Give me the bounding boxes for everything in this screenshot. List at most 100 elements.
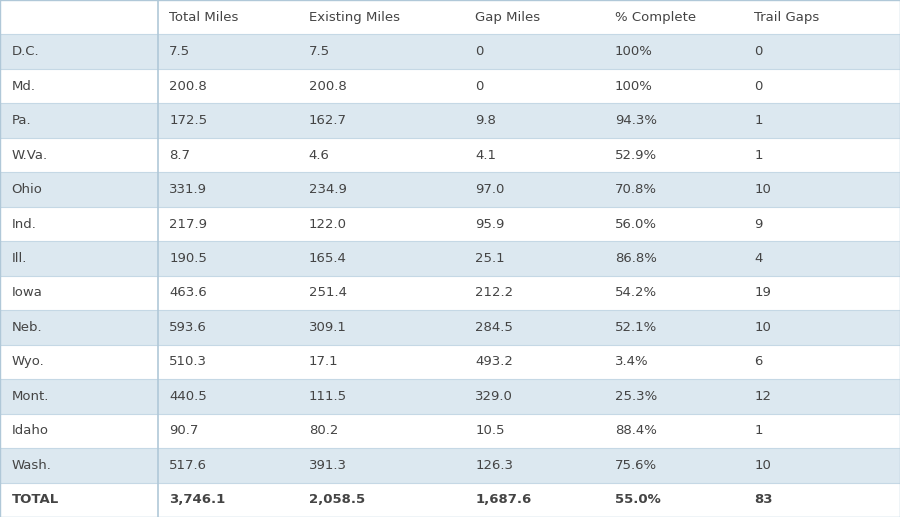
Text: 80.2: 80.2: [309, 424, 338, 437]
Bar: [0, 172, 900, 207]
Text: 212.2: 212.2: [475, 286, 513, 299]
Bar: [0, 138, 900, 172]
Text: 3,746.1: 3,746.1: [169, 493, 225, 506]
Text: Ill.: Ill.: [12, 252, 27, 265]
Text: Iowa: Iowa: [12, 286, 42, 299]
Text: 1: 1: [754, 148, 762, 162]
Text: 165.4: 165.4: [309, 252, 346, 265]
Text: 100%: 100%: [615, 80, 652, 93]
Text: Total Miles: Total Miles: [169, 11, 238, 24]
Text: 122.0: 122.0: [309, 218, 346, 231]
Text: 4.1: 4.1: [475, 148, 496, 162]
Bar: [0, 414, 900, 448]
Text: 4: 4: [754, 252, 762, 265]
Text: 331.9: 331.9: [169, 183, 207, 196]
Text: 52.9%: 52.9%: [615, 148, 657, 162]
Text: 8.7: 8.7: [169, 148, 190, 162]
Text: 90.7: 90.7: [169, 424, 199, 437]
Text: 593.6: 593.6: [169, 321, 207, 334]
Text: 100%: 100%: [615, 45, 652, 58]
Text: 284.5: 284.5: [475, 321, 513, 334]
Text: 440.5: 440.5: [169, 390, 207, 403]
Text: 251.4: 251.4: [309, 286, 346, 299]
Bar: [0, 207, 900, 241]
Text: 9.8: 9.8: [475, 114, 496, 127]
Text: Md.: Md.: [12, 80, 36, 93]
Text: 234.9: 234.9: [309, 183, 346, 196]
Text: Gap Miles: Gap Miles: [475, 11, 540, 24]
Text: % Complete: % Complete: [615, 11, 696, 24]
Text: 25.3%: 25.3%: [615, 390, 657, 403]
Text: 97.0: 97.0: [475, 183, 505, 196]
Text: 55.0%: 55.0%: [615, 493, 661, 506]
Text: 162.7: 162.7: [309, 114, 346, 127]
Text: 200.8: 200.8: [169, 80, 207, 93]
Bar: [0, 310, 900, 345]
Text: 391.3: 391.3: [309, 459, 346, 472]
Text: 217.9: 217.9: [169, 218, 207, 231]
Bar: [0, 241, 900, 276]
Text: 463.6: 463.6: [169, 286, 207, 299]
Text: 111.5: 111.5: [309, 390, 346, 403]
Text: 190.5: 190.5: [169, 252, 207, 265]
Text: Neb.: Neb.: [12, 321, 42, 334]
Bar: [0, 35, 900, 69]
Text: W.Va.: W.Va.: [12, 148, 48, 162]
Text: 7.5: 7.5: [309, 45, 329, 58]
Text: Ohio: Ohio: [12, 183, 42, 196]
Text: 0: 0: [475, 80, 483, 93]
Text: TOTAL: TOTAL: [12, 493, 59, 506]
Bar: [0, 276, 900, 310]
Text: 83: 83: [754, 493, 773, 506]
Text: Existing Miles: Existing Miles: [309, 11, 400, 24]
Text: 88.4%: 88.4%: [615, 424, 657, 437]
Bar: [0, 103, 900, 138]
Text: Wash.: Wash.: [12, 459, 51, 472]
Text: Wyo.: Wyo.: [12, 355, 44, 369]
Text: 10.5: 10.5: [475, 424, 505, 437]
Text: Idaho: Idaho: [12, 424, 49, 437]
Text: 3.4%: 3.4%: [615, 355, 648, 369]
Text: Trail Gaps: Trail Gaps: [754, 11, 819, 24]
Text: 54.2%: 54.2%: [615, 286, 657, 299]
Text: 7.5: 7.5: [169, 45, 190, 58]
Text: 10: 10: [754, 459, 771, 472]
Text: 2,058.5: 2,058.5: [309, 493, 365, 506]
Bar: [0, 482, 900, 517]
Text: 56.0%: 56.0%: [615, 218, 657, 231]
Text: 517.6: 517.6: [169, 459, 207, 472]
Text: 52.1%: 52.1%: [615, 321, 657, 334]
Text: 0: 0: [754, 45, 762, 58]
Text: 10: 10: [754, 321, 771, 334]
Bar: [0, 345, 900, 379]
Text: 95.9: 95.9: [475, 218, 505, 231]
Text: 1,687.6: 1,687.6: [475, 493, 531, 506]
Text: 10: 10: [754, 183, 771, 196]
Text: Pa.: Pa.: [12, 114, 32, 127]
Text: 1: 1: [754, 114, 762, 127]
Bar: [0, 379, 900, 414]
Text: 12: 12: [754, 390, 771, 403]
Text: 126.3: 126.3: [475, 459, 513, 472]
Text: 19: 19: [754, 286, 771, 299]
Text: 1: 1: [754, 424, 762, 437]
Text: 70.8%: 70.8%: [615, 183, 657, 196]
Text: 200.8: 200.8: [309, 80, 346, 93]
Text: 172.5: 172.5: [169, 114, 207, 127]
Bar: [0, 0, 900, 35]
Text: D.C.: D.C.: [12, 45, 40, 58]
Text: 493.2: 493.2: [475, 355, 513, 369]
Text: 17.1: 17.1: [309, 355, 338, 369]
Text: Ind.: Ind.: [12, 218, 37, 231]
Text: 25.1: 25.1: [475, 252, 505, 265]
Text: 6: 6: [754, 355, 762, 369]
Text: 329.0: 329.0: [475, 390, 513, 403]
Text: 0: 0: [754, 80, 762, 93]
Text: 309.1: 309.1: [309, 321, 346, 334]
Bar: [0, 448, 900, 482]
Text: 9: 9: [754, 218, 762, 231]
Text: 75.6%: 75.6%: [615, 459, 657, 472]
Text: 0: 0: [475, 45, 483, 58]
Text: Mont.: Mont.: [12, 390, 50, 403]
Text: 86.8%: 86.8%: [615, 252, 657, 265]
